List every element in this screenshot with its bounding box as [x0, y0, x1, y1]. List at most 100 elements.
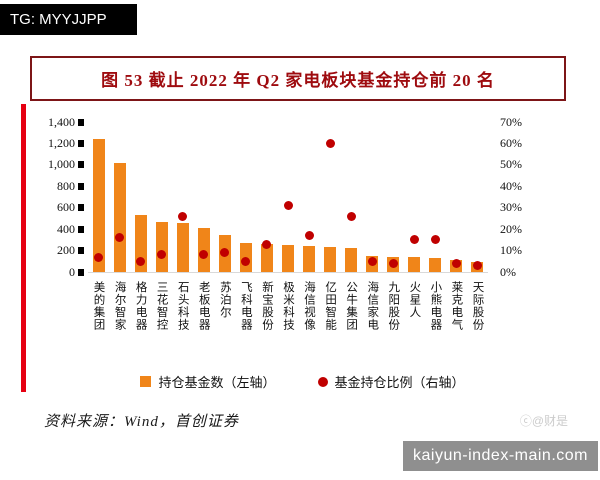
holding-ratio-dot: [115, 233, 125, 243]
left-axis: 1,400 1,200 1,000 800 600 400 200 0: [30, 115, 84, 279]
fund-count-bar: [303, 246, 316, 272]
tg-watermark-badge: TG: MYYJJPP: [0, 4, 137, 35]
x-axis-label: 小熊电器: [429, 281, 442, 331]
axis-tick-mark: [78, 118, 84, 126]
left-axis-tick-label: 0: [69, 264, 75, 279]
x-axis-baseline: [88, 272, 488, 273]
left-axis-tick-label: 1,000: [48, 157, 75, 172]
fund-count-bar: [282, 245, 294, 272]
fund-count-bar: [155, 221, 168, 272]
left-axis-tick-label: 1,200: [48, 135, 75, 150]
x-axis-label: 海尔智家: [113, 281, 126, 331]
holding-ratio-dot: [430, 235, 440, 245]
x-axis-label: 飞科电器: [239, 281, 252, 331]
right-axis-tick-label: 0%: [500, 264, 516, 279]
axis-tick-mark: [78, 161, 84, 169]
legend-item: 持仓基金数（左轴）: [140, 372, 276, 391]
holding-ratio-dot: [220, 248, 230, 258]
x-axis-label: 石头科技: [176, 281, 189, 331]
x-axis-label: 火星人: [408, 281, 421, 319]
right-axis-tick-label: 20%: [500, 221, 522, 236]
holding-ratio-dot: [94, 252, 104, 262]
holding-ratio-dot: [367, 256, 377, 266]
x-axis-label: 九阳股份: [387, 281, 400, 331]
left-axis-tick-label: 800: [57, 178, 75, 193]
right-axis-tick-label: 10%: [500, 243, 522, 258]
holding-ratio-dot: [178, 211, 188, 221]
left-axis-tick: 600: [57, 200, 84, 216]
right-axis-tick-label: 30%: [500, 200, 522, 215]
left-axis-tick-label: 600: [57, 200, 75, 215]
figure-title: 图 53 截止 2022 年 Q2 家电板块基金持仓前 20 名: [30, 56, 566, 101]
x-axis-label: 老板电器: [197, 281, 210, 331]
x-axis-label: 海信家电: [366, 281, 379, 331]
holding-ratio-dot: [346, 211, 356, 221]
right-axis-tick-label: 50%: [500, 157, 522, 172]
axis-tick-mark: [78, 225, 84, 233]
legend-bar-swatch-icon: [140, 376, 152, 387]
credit-watermark: ⓒ@财是: [519, 414, 568, 428]
left-axis-tick: 1,200: [48, 135, 84, 151]
x-axis-label: 美的集团: [92, 281, 105, 331]
legend: 持仓基金数（左轴） 基金持仓比例（右轴）: [30, 372, 575, 391]
holding-ratio-dot: [136, 256, 146, 266]
x-axis-label: 极米科技: [282, 281, 294, 331]
legend-label: 基金持仓比例（右轴）: [334, 375, 465, 390]
source-row: 资料来源：Wind，首创证券 ⓒ@财是: [44, 410, 568, 431]
fund-count-bar: [113, 162, 126, 272]
x-axis-label: 新宝股份: [260, 281, 273, 331]
fund-count-bar: [345, 248, 358, 272]
x-axis-label: 公牛集团: [345, 281, 358, 331]
combo-chart: 1,400 1,200 1,000 800 600 400 200 0 70% 60% 50% 40…: [30, 108, 575, 398]
left-axis-tick: 1,000: [48, 157, 84, 173]
x-axis-label: 格力电器: [134, 281, 147, 331]
holding-ratio-dot: [262, 239, 272, 249]
fund-count-bar: [324, 247, 337, 272]
axis-tick-mark: [78, 139, 84, 147]
x-axis-label: 亿田智能: [324, 281, 337, 331]
axis-tick-mark: [78, 182, 84, 190]
left-axis-tick: 400: [57, 221, 84, 237]
left-axis-tick: 800: [57, 178, 84, 194]
holding-ratio-dot: [451, 258, 461, 268]
left-axis-tick: 200: [57, 243, 84, 259]
right-axis-tick-label: 70%: [500, 114, 522, 129]
fund-count-bar: [197, 228, 210, 272]
x-axis-labels: 美的集团 海尔智家 格力电器 三花智控 石头科技 老板电器 苏泊尔 飞科电器 新宝股份 极米科技 海…: [88, 278, 488, 374]
holding-ratio-dot: [199, 250, 209, 260]
x-axis-label: 苏泊尔: [218, 281, 231, 319]
holding-ratio-dot: [157, 250, 167, 260]
axis-tick-mark: [78, 247, 84, 255]
fund-count-bar: [429, 258, 442, 272]
left-axis-tick-label: 1,400: [48, 114, 75, 129]
holding-ratio-dot: [241, 256, 251, 266]
right-axis-tick-label: 40%: [500, 178, 522, 193]
left-axis-tick: 0: [69, 264, 84, 280]
source-note: 资料来源：Wind，首创证券: [44, 414, 239, 430]
legend-dot-swatch-icon: [317, 376, 328, 387]
x-axis-label: 三花智控: [155, 281, 168, 331]
fund-count-bar: [408, 257, 421, 272]
legend-label: 持仓基金数（左轴）: [158, 375, 276, 390]
right-axis: 70% 60% 50% 40% 30% 20% 10% 0%: [494, 115, 554, 279]
left-axis-tick: 1,400: [48, 114, 84, 130]
x-axis-label: 天际股份: [471, 281, 484, 331]
right-axis-tick-label: 60%: [500, 135, 522, 150]
plot-area: [88, 122, 488, 272]
fund-count-bar: [92, 139, 105, 272]
holding-ratio-dot: [472, 261, 482, 271]
x-axis-label: 莱克电气: [450, 281, 463, 331]
holding-ratio-dot: [388, 258, 398, 268]
legend-item: 基金持仓比例（右轴）: [317, 372, 465, 391]
red-accent-stripe: [21, 104, 26, 392]
holding-ratio-dot: [409, 235, 419, 245]
site-watermark: kaiyun-index-main.com: [402, 441, 598, 471]
fund-count-bar: [176, 222, 189, 272]
left-axis-tick-label: 400: [57, 221, 75, 236]
holding-ratio-dot: [325, 138, 335, 148]
left-axis-tick-label: 200: [57, 243, 75, 258]
holding-ratio-dot: [304, 231, 314, 241]
holding-ratio-dot: [283, 201, 293, 211]
axis-tick-mark: [78, 268, 84, 276]
